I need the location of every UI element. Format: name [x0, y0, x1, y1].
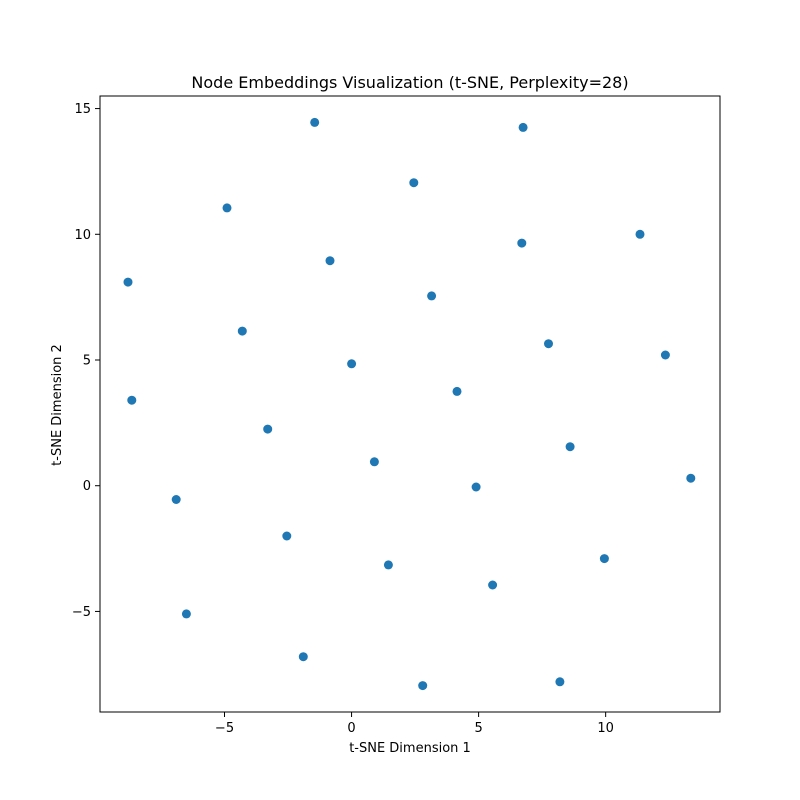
y-axis: −5 0 5 10 15 [72, 102, 100, 620]
chart-title: Node Embeddings Visualization (t-SNE, Pe… [191, 73, 628, 92]
y-tick-label: 10 [74, 228, 91, 243]
data-point [660, 350, 670, 360]
y-tick-label: 5 [83, 354, 91, 369]
data-point [427, 291, 437, 301]
data-point [310, 117, 320, 127]
data-point [555, 677, 565, 687]
data-point [181, 609, 191, 619]
data-point [409, 178, 419, 188]
data-point [282, 531, 292, 541]
data-point [347, 359, 357, 369]
data-point [635, 229, 645, 239]
plot-area [123, 117, 696, 691]
data-point [517, 238, 527, 248]
data-point [325, 256, 335, 266]
data-point [222, 203, 232, 213]
y-axis-label: t-SNE Dimension 2 [50, 344, 65, 466]
data-point [171, 495, 181, 504]
data-point [123, 277, 133, 287]
y-tick-label: −5 [72, 605, 91, 620]
data-point [471, 482, 481, 492]
data-point [488, 580, 498, 590]
x-tick-label: 5 [474, 721, 482, 736]
x-tick-label: 10 [597, 721, 614, 736]
data-point [452, 386, 462, 396]
data-point [518, 122, 528, 132]
y-tick-label: 15 [74, 102, 91, 117]
data-point [418, 681, 428, 691]
plot-frame [99, 95, 721, 713]
data-point [686, 473, 696, 483]
y-tick-label: 0 [83, 479, 91, 494]
data-point [383, 560, 393, 570]
x-tick-label: 0 [347, 721, 355, 736]
x-tick-label: −5 [215, 721, 234, 736]
data-point [298, 652, 308, 662]
data-point [544, 339, 553, 349]
data-point [263, 424, 273, 434]
x-axis: −5 0 5 10 [215, 712, 614, 736]
data-point [369, 457, 379, 467]
data-point [565, 442, 575, 452]
data-point [599, 554, 609, 564]
data-point [237, 326, 247, 336]
x-axis-label: t-SNE Dimension 1 [349, 741, 471, 756]
data-point [127, 395, 137, 405]
